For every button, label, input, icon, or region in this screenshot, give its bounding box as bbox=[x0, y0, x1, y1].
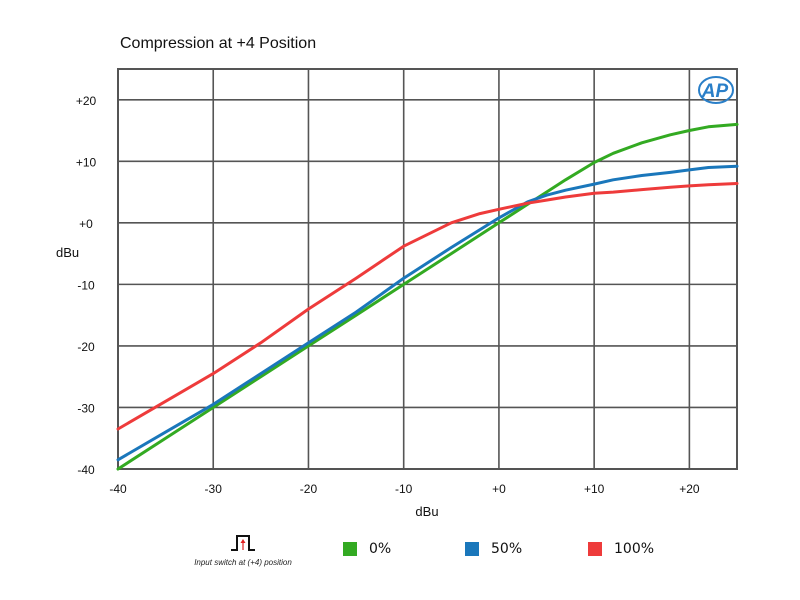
series-layer bbox=[116, 122, 739, 471]
legend-item-100: 100% bbox=[588, 541, 654, 557]
y-tick-label: +20 bbox=[76, 94, 97, 108]
x-tick-label: -20 bbox=[300, 482, 318, 496]
legend-swatch-0 bbox=[343, 542, 357, 556]
y-tick-label: -20 bbox=[77, 340, 95, 354]
legend-swatch-100 bbox=[588, 542, 602, 556]
legend-label-50: 50% bbox=[491, 541, 523, 557]
chart-title: Compression at +4 Position bbox=[120, 35, 317, 52]
legend-swatch-50 bbox=[465, 542, 479, 556]
x-tick-label: +20 bbox=[679, 482, 700, 496]
tick-labels: -40 -30 -20 -10 +0 +10 +20 -40 -30 -20 -10 +0 +10 +20 bbox=[76, 94, 700, 496]
ap-logo-text: AP bbox=[701, 81, 729, 102]
x-tick-label: -40 bbox=[109, 482, 127, 496]
ap-logo: AP bbox=[698, 76, 734, 104]
series-line-1 bbox=[116, 164, 739, 462]
y-tick-label: -10 bbox=[77, 278, 95, 292]
legend-item-50: 50% bbox=[465, 541, 522, 557]
y-tick-label: -30 bbox=[77, 401, 95, 415]
x-tick-label: -30 bbox=[205, 482, 223, 496]
y-tick-label: +10 bbox=[76, 155, 97, 169]
x-tick-label: +10 bbox=[584, 482, 605, 496]
chart-plot: -40 -30 -20 -10 +0 +10 +20 -40 -30 -20 -10 +0 +10 +20… bbox=[76, 68, 739, 519]
input-switch-note: Input switch at (+4) position bbox=[178, 534, 308, 567]
switch-pulse-icon bbox=[231, 535, 255, 551]
grid bbox=[117, 68, 738, 470]
series-line-2 bbox=[116, 182, 739, 431]
x-tick-label: -10 bbox=[395, 482, 413, 496]
x-axis-label: dBu bbox=[415, 504, 438, 519]
y-tick-label: +0 bbox=[79, 217, 93, 231]
legend: 0% 50% 100% bbox=[0, 533, 800, 573]
y-tick-label: -40 bbox=[77, 463, 95, 477]
legend-label-0: 0% bbox=[369, 541, 392, 557]
legend-item-0: 0% bbox=[343, 541, 391, 557]
x-tick-label: +0 bbox=[492, 482, 506, 496]
input-switch-caption: Input switch at (+4) position bbox=[194, 558, 292, 567]
legend-label-100: 100% bbox=[614, 541, 655, 557]
